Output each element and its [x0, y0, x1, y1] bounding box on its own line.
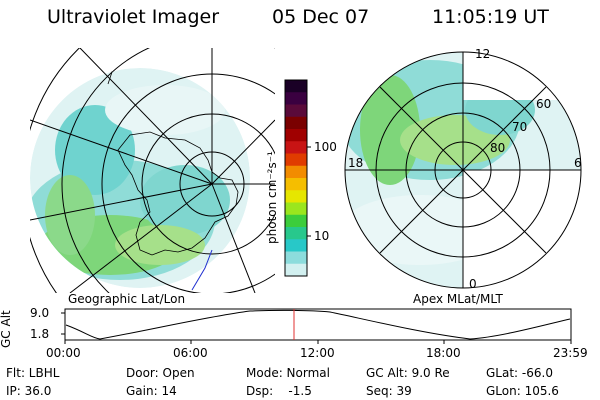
colorbar-segment: [285, 80, 307, 93]
right-map-label: Apex MLat/MLT: [413, 292, 503, 306]
colorbar-segment: [285, 129, 307, 142]
info-door: Door: Open: [126, 366, 195, 380]
altitude-curve: [65, 309, 571, 340]
date-label: 05 Dec 07: [272, 6, 370, 28]
colorbar-segment: [285, 104, 307, 118]
colorbar-segment: [285, 178, 307, 191]
mlat-label-70: 70: [512, 120, 528, 134]
mlt-label-0: 0: [469, 277, 477, 291]
colorbar: [284, 79, 311, 277]
colorbar-tick-10: 10: [314, 229, 330, 243]
info-flt: Flt: LBHL: [6, 366, 60, 380]
colorbar-segment: [285, 153, 307, 167]
colorbar-tick-100: 100: [314, 140, 337, 154]
info-glon: GLon: 105.6: [486, 384, 559, 398]
colorbar-segment: [285, 214, 307, 228]
colorbar-segment: [285, 227, 307, 240]
colorbar-segment: [285, 263, 307, 277]
mlat-label-80: 80: [490, 141, 506, 155]
colorbar-segment: [285, 92, 307, 105]
instrument-title: Ultraviolet Imager: [47, 6, 220, 28]
colorbar-segment: [285, 251, 307, 265]
mlt-label-18: 18: [348, 156, 364, 170]
altitude-ytick-1-8: 1.8: [30, 327, 50, 341]
info-gain: Gain: 14: [126, 384, 177, 398]
info-mode: Mode: Normal: [246, 366, 330, 380]
info-gcalt: GC Alt: 9.0 Re: [366, 366, 450, 380]
mlat-label-60: 60: [536, 97, 552, 111]
colorbar-segment: [285, 202, 307, 216]
colorbar-unit-label: photon cm⁻²s⁻¹: [265, 151, 279, 244]
altitude-xtick-0000: 00:00: [46, 346, 81, 360]
mlt-label-12: 12: [475, 47, 491, 61]
altitude-xtick-2359: 23:59: [553, 346, 588, 360]
right-apex-map: [344, 51, 582, 289]
altitude-xtick-1800: 18:00: [426, 346, 461, 360]
left-map-label: Geographic Lat/Lon: [68, 292, 185, 306]
info-dsp: Dsp: -1.5: [246, 384, 312, 398]
info-ip: IP: 36.0: [6, 384, 52, 398]
time-label: 11:05:19 UT: [432, 6, 549, 28]
altitude-ytick-9: 9.0: [30, 306, 50, 320]
altitude-xtick-1200: 12:00: [300, 346, 335, 360]
altitude-plot: [61, 308, 572, 344]
mlt-label-6: 6: [574, 156, 582, 170]
info-glat: GLat: -66.0: [486, 366, 553, 380]
colorbar-segment: [285, 190, 307, 203]
colorbar-segment: [285, 239, 307, 252]
altitude-xtick-0600: 06:00: [173, 346, 208, 360]
info-seq: Seq: 39: [366, 384, 412, 398]
colorbar-segment: [285, 165, 307, 179]
altitude-ylabel: GC Alt: [0, 310, 13, 348]
left-geographic-map: [30, 48, 275, 293]
colorbar-segment: [285, 141, 307, 154]
colorbar-segment: [285, 116, 307, 130]
